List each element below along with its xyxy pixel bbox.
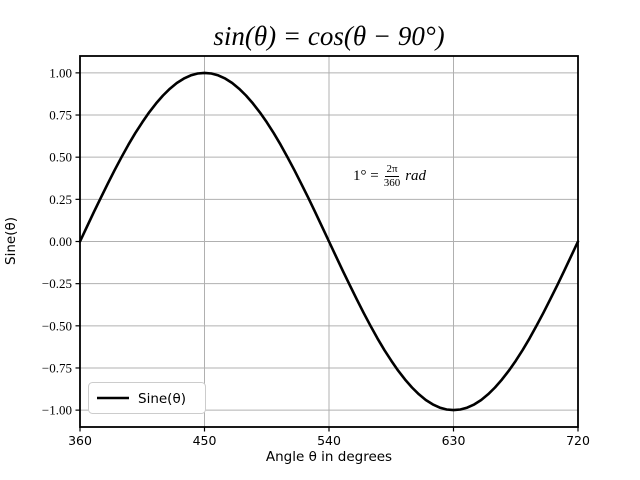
y-tick-label: −0.50 bbox=[42, 318, 72, 333]
y-tick-label: 0.75 bbox=[49, 108, 72, 123]
annotation: 1° = 2π 360 rad bbox=[353, 161, 426, 191]
annotation-denominator: 360 bbox=[383, 176, 401, 189]
annotation-prefix: 1° = bbox=[353, 167, 379, 184]
y-tick-label: −1.00 bbox=[42, 403, 72, 418]
y-tick-label: −0.25 bbox=[42, 276, 72, 291]
legend-box bbox=[88, 382, 206, 414]
legend-label: Sine(θ) bbox=[138, 391, 186, 407]
x-tick-label: 630 bbox=[442, 433, 466, 448]
x-tick-label: 360 bbox=[68, 433, 92, 448]
y-tick-labels: 1.00 0.75 0.50 0.25 0.00 −0.25 −0.50 −0.75 −1.00 bbox=[42, 65, 72, 417]
y-tick-label: −0.75 bbox=[42, 360, 72, 375]
y-tick-label: 0.00 bbox=[49, 234, 72, 249]
y-tick-label: 0.50 bbox=[49, 150, 72, 165]
axis-tick-marks bbox=[75, 72, 579, 432]
x-tick-label: 540 bbox=[317, 433, 341, 448]
annotation-fraction: 2π 360 bbox=[384, 163, 401, 189]
y-axis-label: Sine(θ) bbox=[3, 217, 19, 265]
annotation-numerator: 2π bbox=[385, 162, 399, 177]
annotation-suffix: rad bbox=[405, 167, 427, 184]
x-tick-label: 720 bbox=[566, 433, 590, 448]
x-tick-label: 450 bbox=[193, 433, 217, 448]
legend: Sine(θ) bbox=[88, 382, 206, 414]
y-tick-label: 1.00 bbox=[49, 65, 72, 80]
x-axis-label: Angle θ in degrees bbox=[266, 449, 392, 465]
x-tick-labels: 360 450 540 630 720 bbox=[68, 433, 590, 448]
chart-title: sin(θ) = cos(θ − 90°) bbox=[213, 21, 444, 51]
sine-curve bbox=[78, 71, 580, 412]
y-tick-label: 0.25 bbox=[49, 192, 72, 207]
